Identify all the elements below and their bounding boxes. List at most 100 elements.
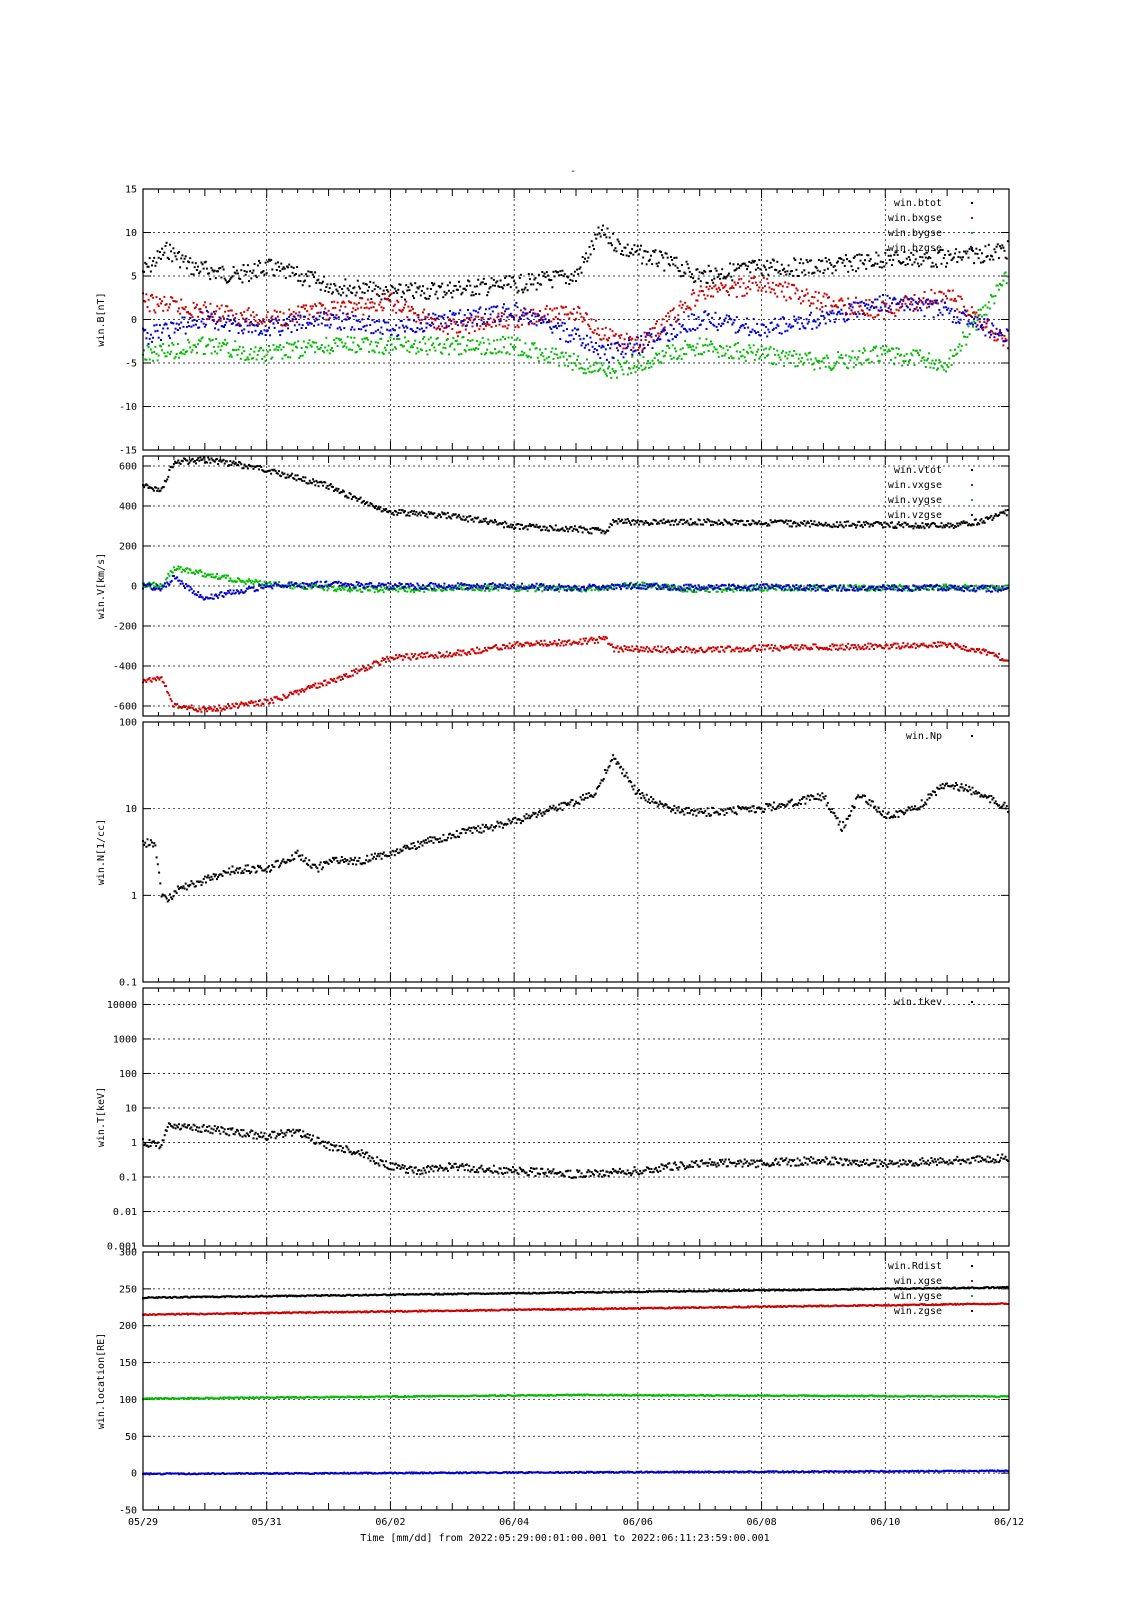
data-point xyxy=(706,344,709,347)
data-point xyxy=(233,705,236,708)
data-point xyxy=(431,317,433,320)
data-point xyxy=(747,285,750,288)
data-point xyxy=(482,650,485,652)
data-point xyxy=(443,656,446,659)
data-point xyxy=(985,313,988,316)
series-win.vtot xyxy=(142,456,1009,535)
data-point xyxy=(711,279,714,282)
data-point xyxy=(338,492,341,494)
data-point xyxy=(623,645,626,647)
data-point xyxy=(468,317,471,320)
data-point xyxy=(347,348,350,351)
data-point xyxy=(844,311,847,314)
data-point xyxy=(261,702,264,705)
data-point xyxy=(916,524,919,527)
data-point xyxy=(535,288,538,291)
data-point xyxy=(454,312,457,315)
data-point xyxy=(386,510,389,513)
data-point xyxy=(598,345,601,348)
data-point xyxy=(160,676,163,679)
data-point xyxy=(762,644,765,647)
data-point xyxy=(465,317,468,320)
data-point xyxy=(784,646,787,649)
data-point xyxy=(943,642,946,645)
data-point xyxy=(686,263,689,266)
data-point xyxy=(486,294,489,297)
data-point xyxy=(651,263,654,266)
data-point xyxy=(422,330,424,333)
data-point xyxy=(660,362,663,365)
data-point xyxy=(202,322,205,325)
data-point xyxy=(143,270,146,273)
data-point xyxy=(347,289,350,292)
data-point xyxy=(704,297,707,300)
data-point xyxy=(232,460,235,463)
data-point xyxy=(686,343,689,346)
data-point xyxy=(991,295,994,298)
data-point xyxy=(708,520,711,523)
data-point xyxy=(692,327,694,330)
data-point xyxy=(309,344,312,347)
data-point xyxy=(654,649,657,651)
data-point xyxy=(633,343,636,346)
data-point xyxy=(721,322,724,325)
data-point xyxy=(900,262,902,265)
data-point xyxy=(707,312,710,315)
data-point xyxy=(645,645,648,648)
data-point xyxy=(328,352,331,355)
data-point xyxy=(916,303,919,305)
data-point xyxy=(365,283,368,286)
data-point xyxy=(339,328,342,331)
data-point xyxy=(149,486,152,489)
data-point xyxy=(398,654,401,656)
data-point xyxy=(839,521,842,524)
data-point xyxy=(575,317,577,320)
data-point xyxy=(789,270,792,273)
data-point xyxy=(981,327,983,330)
data-point xyxy=(291,692,294,695)
data-point xyxy=(194,346,197,348)
data-point xyxy=(432,655,435,658)
data-point xyxy=(693,281,696,284)
data-point xyxy=(537,314,540,317)
data-point xyxy=(973,311,976,314)
data-point xyxy=(822,315,825,317)
data-point xyxy=(573,641,576,644)
data-point xyxy=(884,304,887,307)
data-point xyxy=(476,340,478,343)
data-point xyxy=(150,583,153,586)
data-point xyxy=(987,301,990,304)
data-point xyxy=(232,266,235,268)
data-point xyxy=(508,526,511,529)
data-point xyxy=(928,352,931,355)
data-point xyxy=(254,465,257,468)
data-point xyxy=(659,360,662,363)
data-point xyxy=(278,346,281,349)
data-point xyxy=(798,648,801,651)
data-point xyxy=(510,526,513,529)
data-point xyxy=(896,303,899,305)
data-point xyxy=(931,261,934,264)
data-point xyxy=(765,347,768,350)
data-point xyxy=(344,674,347,677)
data-point xyxy=(549,279,552,282)
data-point xyxy=(623,521,626,524)
data-point xyxy=(672,263,675,266)
data-point xyxy=(292,310,295,313)
data-point xyxy=(892,298,895,301)
data-point xyxy=(472,309,475,312)
data-point xyxy=(345,346,348,349)
data-point xyxy=(878,360,881,362)
data-point xyxy=(536,356,539,359)
data-point xyxy=(549,307,552,310)
data-point xyxy=(449,318,451,321)
data-point xyxy=(148,310,151,313)
data-point xyxy=(391,327,394,330)
data-point xyxy=(925,359,928,362)
data-point xyxy=(446,316,449,319)
data-point xyxy=(487,646,490,649)
data-point xyxy=(619,363,622,366)
data-point xyxy=(516,523,519,526)
data-point xyxy=(811,296,814,298)
data-point xyxy=(670,651,673,654)
